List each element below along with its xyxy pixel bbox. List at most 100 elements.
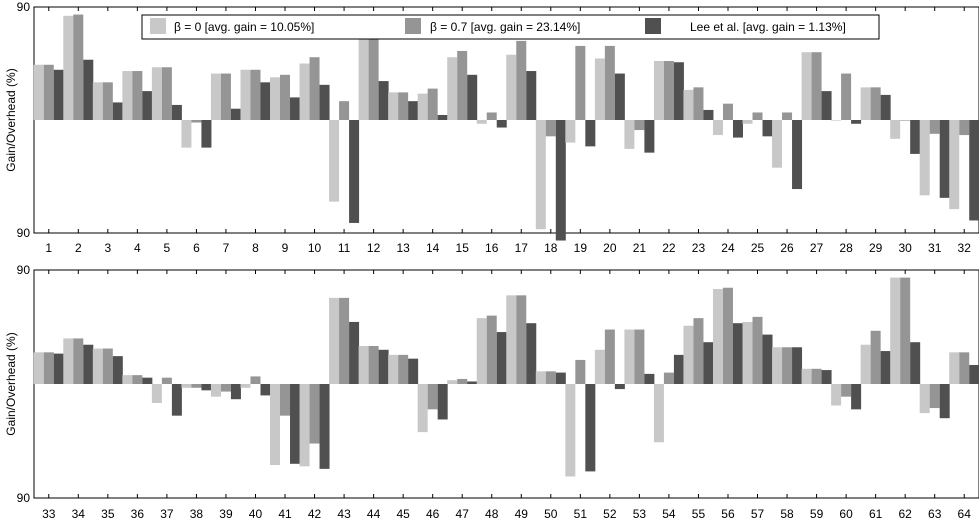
bar <box>782 347 793 384</box>
bar <box>555 372 566 384</box>
bar <box>368 34 379 120</box>
bar <box>535 371 546 384</box>
bar <box>811 368 822 384</box>
bar <box>240 384 251 388</box>
bar <box>644 373 655 384</box>
bar <box>210 73 221 120</box>
x-tick-label: 10 <box>308 241 322 255</box>
x-tick-label: 59 <box>810 507 824 521</box>
x-tick-label: 64 <box>958 507 972 521</box>
bar <box>673 62 684 120</box>
bar <box>151 384 162 403</box>
bar <box>220 384 231 392</box>
bar <box>290 384 301 464</box>
bar <box>427 88 438 120</box>
x-tick-label: 22 <box>662 241 676 255</box>
y-axis-label: Gain/Overhead (%) <box>4 332 18 435</box>
x-tick-label: 50 <box>544 507 558 521</box>
bar <box>900 120 911 121</box>
bar <box>43 64 54 120</box>
bar <box>831 384 842 406</box>
bar <box>929 384 940 409</box>
bar <box>368 346 379 384</box>
bar <box>663 372 674 384</box>
bar <box>171 384 182 416</box>
bar <box>762 120 773 137</box>
bar <box>919 120 930 196</box>
x-tick-label: 9 <box>282 241 289 255</box>
x-tick-label: 31 <box>928 241 942 255</box>
bar <box>290 97 301 120</box>
legend-swatch <box>150 18 166 34</box>
x-tick-label: 14 <box>426 241 440 255</box>
x-tick-label: 28 <box>839 241 853 255</box>
bar <box>398 92 409 120</box>
x-tick-label: 27 <box>810 241 824 255</box>
bar <box>220 73 231 120</box>
bar <box>230 108 241 120</box>
bar <box>890 277 901 384</box>
bar <box>122 375 133 384</box>
bar <box>83 59 94 120</box>
bar <box>201 120 212 148</box>
bar <box>919 384 930 414</box>
bar <box>378 349 389 384</box>
x-tick-label: 42 <box>308 507 322 521</box>
bar <box>939 120 950 198</box>
bar <box>260 384 271 396</box>
bar <box>851 384 862 410</box>
x-tick-label: 35 <box>101 507 115 521</box>
bar <box>181 384 192 388</box>
x-tick-label: 5 <box>164 241 171 255</box>
bar <box>516 40 527 120</box>
bar <box>683 89 694 120</box>
bar <box>841 73 852 120</box>
x-tick-label: 33 <box>42 507 56 521</box>
bar <box>722 287 733 384</box>
x-tick-label: 19 <box>574 241 588 255</box>
bar <box>801 368 812 384</box>
bar <box>408 358 419 384</box>
bar <box>772 347 783 384</box>
x-tick-label: 45 <box>396 507 410 521</box>
bar <box>526 71 537 120</box>
bar <box>959 120 970 136</box>
bar <box>870 87 881 120</box>
bar <box>33 64 44 120</box>
bar <box>230 384 241 400</box>
bar <box>388 92 399 120</box>
legend-swatch <box>405 18 421 34</box>
bar <box>939 384 950 419</box>
x-tick-label: 62 <box>898 507 912 521</box>
x-tick-label: 34 <box>72 507 86 521</box>
bar <box>427 384 438 410</box>
y-tick-label: 90 <box>17 263 31 277</box>
bar <box>644 120 655 153</box>
bar <box>378 81 389 120</box>
bar <box>457 378 468 384</box>
bar <box>782 112 793 120</box>
bar <box>151 67 162 120</box>
bar <box>339 297 350 384</box>
bar <box>437 114 448 120</box>
x-tick-label: 25 <box>751 241 765 255</box>
bar <box>270 384 281 466</box>
bar <box>870 330 881 384</box>
bar <box>516 295 527 384</box>
bar <box>732 323 743 384</box>
bar <box>910 120 921 154</box>
bar <box>102 82 113 120</box>
bar <box>83 344 94 384</box>
bar <box>683 325 694 384</box>
x-tick-label: 15 <box>456 241 470 255</box>
bar <box>476 318 487 384</box>
bar <box>565 384 576 477</box>
legend-label: β = 0.7 [avg. gain = 23.14%] <box>430 20 580 34</box>
bar <box>860 87 871 120</box>
x-tick-label: 38 <box>190 507 204 521</box>
bar <box>92 82 103 120</box>
bar <box>260 82 271 120</box>
bar <box>309 57 320 120</box>
x-tick-label: 30 <box>898 241 912 255</box>
bar <box>132 375 143 384</box>
